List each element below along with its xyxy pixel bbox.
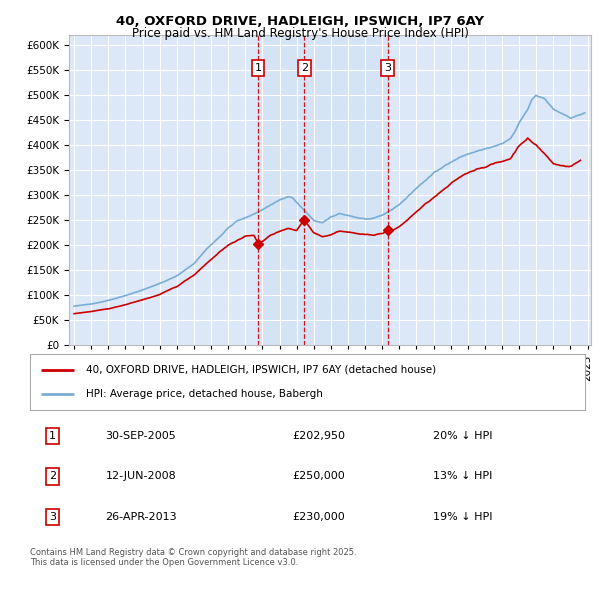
- Text: 2: 2: [49, 471, 56, 481]
- Text: 40, OXFORD DRIVE, HADLEIGH, IPSWICH, IP7 6AY (detached house): 40, OXFORD DRIVE, HADLEIGH, IPSWICH, IP7…: [86, 365, 436, 375]
- Text: 3: 3: [384, 63, 391, 73]
- Text: 19% ↓ HPI: 19% ↓ HPI: [433, 512, 493, 522]
- Text: £250,000: £250,000: [292, 471, 345, 481]
- Bar: [258, 35, 388, 345]
- Text: 26-APR-2013: 26-APR-2013: [105, 512, 177, 522]
- Text: HPI: Average price, detached house, Babergh: HPI: Average price, detached house, Babe…: [86, 389, 322, 399]
- Text: Price paid vs. HM Land Registry's House Price Index (HPI): Price paid vs. HM Land Registry's House …: [131, 27, 469, 40]
- Text: This data is licensed under the Open Government Licence v3.0.: This data is licensed under the Open Gov…: [30, 558, 298, 566]
- Text: 20% ↓ HPI: 20% ↓ HPI: [433, 431, 493, 441]
- Text: 2: 2: [301, 63, 308, 73]
- Text: 3: 3: [49, 512, 56, 522]
- FancyBboxPatch shape: [30, 354, 585, 410]
- Text: 1: 1: [49, 431, 56, 441]
- Text: 40, OXFORD DRIVE, HADLEIGH, IPSWICH, IP7 6AY: 40, OXFORD DRIVE, HADLEIGH, IPSWICH, IP7…: [116, 15, 484, 28]
- Text: 12-JUN-2008: 12-JUN-2008: [106, 471, 176, 481]
- Text: £202,950: £202,950: [292, 431, 345, 441]
- Text: Contains HM Land Registry data © Crown copyright and database right 2025.: Contains HM Land Registry data © Crown c…: [30, 548, 356, 556]
- Text: £230,000: £230,000: [292, 512, 345, 522]
- Text: 13% ↓ HPI: 13% ↓ HPI: [433, 471, 493, 481]
- Text: 1: 1: [254, 63, 262, 73]
- Text: 30-SEP-2005: 30-SEP-2005: [106, 431, 176, 441]
